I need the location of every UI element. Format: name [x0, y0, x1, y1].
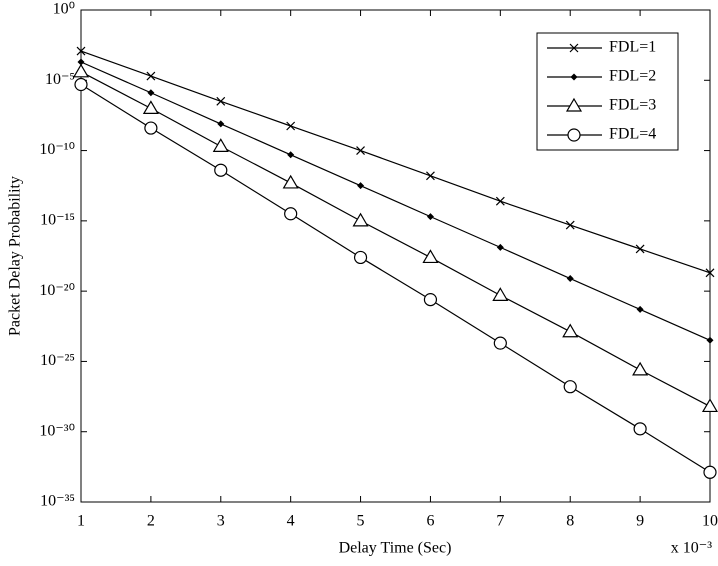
legend-box	[536, 32, 679, 151]
marker	[562, 323, 579, 338]
marker	[142, 100, 159, 114]
x-tick-label: 10	[702, 513, 718, 530]
x-tick-label: 4	[287, 513, 295, 530]
marker	[565, 97, 583, 112]
series-line	[80, 71, 711, 407]
marker	[212, 138, 229, 152]
x-tick-label: 3	[217, 513, 225, 530]
marker	[282, 174, 299, 189]
marker	[635, 244, 645, 254]
marker	[636, 305, 644, 313]
x-tick-label: 7	[496, 513, 504, 530]
x-multiplier: x 10⁻³	[671, 540, 712, 557]
marker	[493, 336, 507, 350]
marker	[495, 196, 505, 206]
x-tick-label: 5	[357, 513, 365, 530]
y-tick-label: 10⁻³⁰	[39, 422, 75, 439]
marker	[352, 212, 369, 227]
marker	[632, 361, 649, 376]
y-axis-label: Packet Delay Probability	[7, 176, 24, 336]
marker	[492, 287, 509, 301]
marker	[706, 336, 714, 344]
y-tick-label: 10⁻³⁵	[40, 493, 75, 510]
marker	[146, 71, 156, 81]
x-axis-label: Delay Time (Sec)	[339, 540, 452, 557]
marker	[633, 422, 647, 436]
y-tick-label: 10⁻²⁰	[39, 282, 75, 299]
marker	[147, 89, 155, 97]
marker	[705, 268, 715, 278]
legend-label: FDL=2	[609, 68, 656, 85]
marker	[217, 120, 225, 128]
marker	[72, 63, 90, 78]
series-line	[80, 50, 711, 274]
marker	[284, 207, 298, 221]
y-tick-label: 10⁻²⁵	[40, 352, 75, 369]
marker	[76, 46, 86, 56]
marker	[563, 380, 577, 394]
marker	[357, 182, 365, 190]
marker	[426, 213, 434, 221]
marker	[353, 250, 368, 265]
marker	[566, 275, 574, 283]
plot-frame	[80, 9, 711, 503]
marker	[287, 151, 295, 159]
marker	[703, 465, 717, 479]
x-tick-label: 8	[566, 513, 574, 530]
y-tick-label: 10⁻⁵	[45, 71, 75, 88]
marker	[567, 128, 581, 142]
marker	[426, 171, 435, 181]
marker	[214, 163, 228, 177]
series-line	[80, 61, 711, 341]
y-tick-label: 10⁻¹⁵	[40, 212, 75, 229]
marker	[569, 43, 579, 53]
series-line	[80, 84, 711, 473]
legend-label: FDL=1	[609, 39, 656, 56]
x-tick-label: 2	[147, 513, 155, 530]
marker	[144, 121, 158, 135]
marker	[356, 146, 365, 155]
x-tick-label: 6	[426, 513, 434, 530]
marker	[77, 58, 85, 66]
x-tick-label: 1	[77, 513, 85, 530]
marker	[701, 398, 718, 413]
y-tick-label: 10⁻¹⁰	[39, 141, 75, 158]
legend-label: FDL=3	[609, 97, 656, 114]
marker	[74, 77, 88, 92]
marker	[286, 121, 296, 131]
marker	[496, 243, 504, 251]
marker	[423, 293, 438, 307]
x-tick-label: 9	[636, 513, 644, 530]
marker	[422, 249, 439, 264]
marker	[570, 73, 578, 81]
marker	[216, 96, 226, 106]
marker	[565, 220, 575, 230]
legend-label: FDL=4	[609, 126, 656, 143]
y-tick-label: 10⁰	[53, 1, 75, 18]
